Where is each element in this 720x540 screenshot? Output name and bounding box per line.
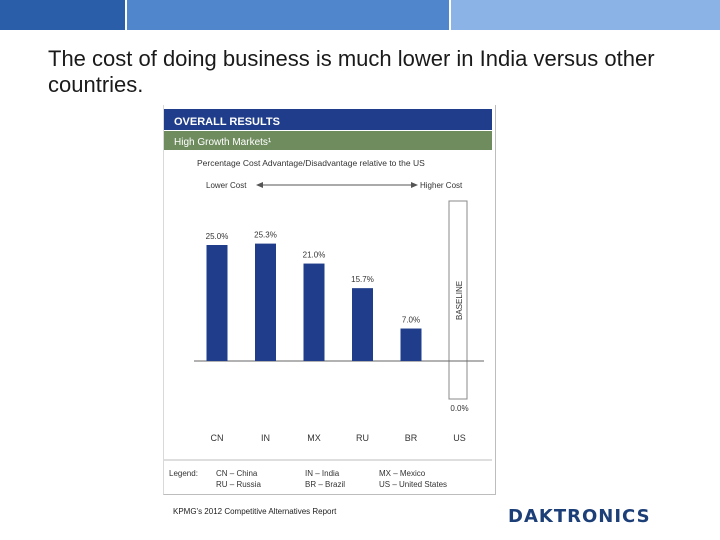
direction-arrow-left	[256, 182, 263, 188]
value-label-mx: 21.0%	[303, 251, 326, 260]
category-label-br: BR	[405, 433, 418, 443]
y-axis-description: Percentage Cost Advantage/Disadvantage r…	[197, 158, 425, 168]
bar-ru	[352, 288, 373, 361]
bar-cn	[206, 245, 228, 361]
bar-mx	[303, 263, 325, 361]
category-label-us: US	[453, 433, 466, 443]
direction-arrow-right	[411, 182, 418, 188]
category-label-ru: RU	[356, 433, 369, 443]
value-label-cn: 25.0%	[206, 232, 229, 241]
bar-br	[400, 328, 422, 361]
baseline-label: BASELINE	[455, 281, 464, 320]
legend-entry-in: IN – India	[305, 469, 340, 478]
bar-chart: OVERALL RESULTS High Growth Markets¹ Per…	[164, 109, 492, 489]
top-bar-segment-light	[451, 0, 720, 30]
top-bar-segment-mid	[127, 0, 449, 30]
chart-subtitle: High Growth Markets¹	[174, 137, 272, 148]
top-color-bar	[0, 0, 720, 30]
legend-entry-mx: MX – Mexico	[379, 469, 426, 478]
legend-entry-us: US – United States	[379, 480, 447, 489]
bar-in	[255, 243, 276, 361]
brand-logo: DAKTRONICS	[508, 506, 651, 527]
top-bar-segment-dark	[0, 0, 125, 30]
higher-cost-label: Higher Cost	[420, 181, 463, 190]
chart-subheader-band	[164, 131, 492, 150]
legend-entry-br: BR – Brazil	[305, 480, 345, 489]
baseline-box	[448, 200, 468, 400]
chart-header-band	[164, 109, 492, 130]
legend-title: Legend:	[169, 469, 198, 478]
value-label-in: 25.3%	[254, 231, 277, 240]
chart-frame: OVERALL RESULTS High Growth Markets¹ Per…	[163, 105, 496, 495]
legend-entry-ru: RU – Russia	[216, 480, 261, 489]
category-label-cn: CN	[211, 433, 224, 443]
slide-title: The cost of doing business is much lower…	[48, 46, 655, 97]
lower-cost-label: Lower Cost	[206, 181, 247, 190]
value-label-ru: 15.7%	[351, 275, 374, 284]
bars-group	[206, 243, 422, 361]
source-note: KPMG's 2012 Competitive Alternatives Rep…	[173, 507, 337, 516]
category-label-in: IN	[261, 433, 270, 443]
chart-title: OVERALL RESULTS	[174, 116, 280, 128]
value-label-br: 7.0%	[402, 316, 420, 325]
category-labels-group: CN IN MX RU BR US	[211, 433, 466, 443]
category-label-mx: MX	[307, 433, 321, 443]
value-labels-group: 25.0% 25.3% 21.0% 15.7% 7.0% 0.0%	[206, 231, 469, 413]
legend-entry-cn: CN – China	[216, 469, 258, 478]
value-label-us: 0.0%	[450, 404, 468, 413]
